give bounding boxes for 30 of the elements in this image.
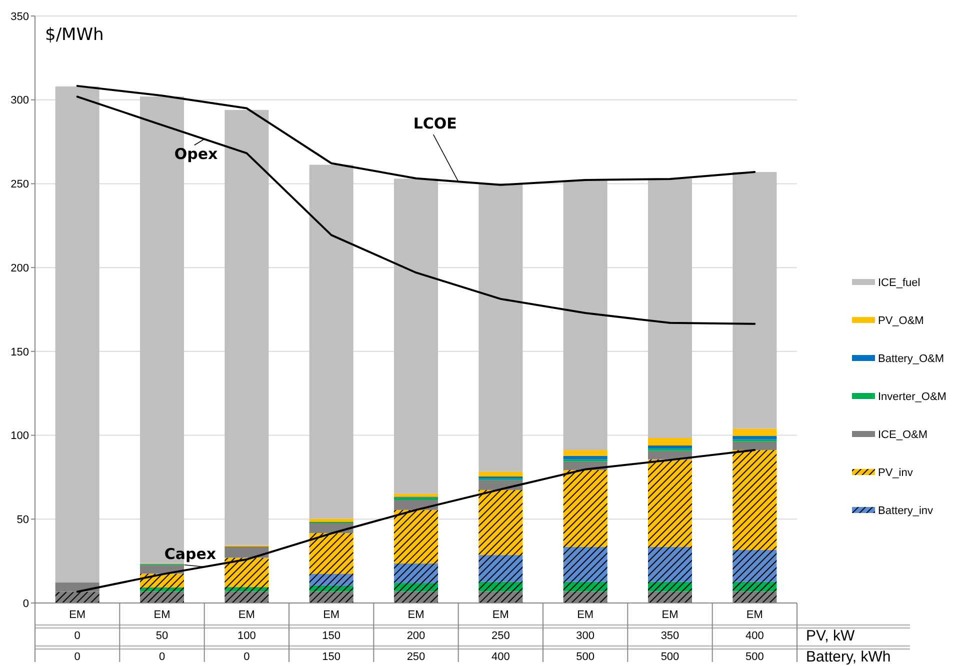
x-tick-label: EM 50 0 <box>154 608 170 663</box>
legend-label: Battery_inv <box>878 504 934 517</box>
y-tick-label: 100 <box>10 430 29 442</box>
y-tick-label: 300 <box>10 94 29 107</box>
x-tick-label: EM 0 0 <box>69 608 86 663</box>
x-tick-label: EM 300 500 <box>576 608 595 663</box>
legend-label: PV_inv <box>878 466 914 479</box>
y-tick-label: 200 <box>10 262 29 274</box>
x-tick-label: EM 350 500 <box>660 608 680 663</box>
legend-label: Battery_O&M <box>878 352 944 365</box>
legend-label: ICE_O&M <box>878 428 928 441</box>
y-tick-label: 150 <box>10 346 29 358</box>
y-tick-label: 0 <box>22 598 29 610</box>
series-label: Opex <box>174 145 218 164</box>
text: PV, kW <box>806 627 856 644</box>
x-tick-label: EM 200 250 <box>406 608 426 663</box>
x-tick-label: EM 100 0 <box>237 608 256 663</box>
legend-label: ICE_fuel <box>878 276 920 289</box>
y-tick-label: 350 <box>10 10 29 23</box>
x-tick-label: EM 150 150 <box>322 608 341 663</box>
legend-label: Inverter_O&M <box>878 390 946 403</box>
legend-label: PV_O&M <box>878 314 924 327</box>
y-tick-label: 50 <box>16 514 29 526</box>
x-tick-label: EM 250 400 <box>491 608 510 663</box>
y-tick-label: 250 <box>10 178 29 191</box>
text: LCOE <box>413 114 457 133</box>
series-label: Capex <box>164 544 216 563</box>
text: Battery, kWh <box>806 648 891 666</box>
x-tick-label: EM 400 500 <box>745 608 764 663</box>
y-axis-title: $/MWh <box>45 25 104 45</box>
